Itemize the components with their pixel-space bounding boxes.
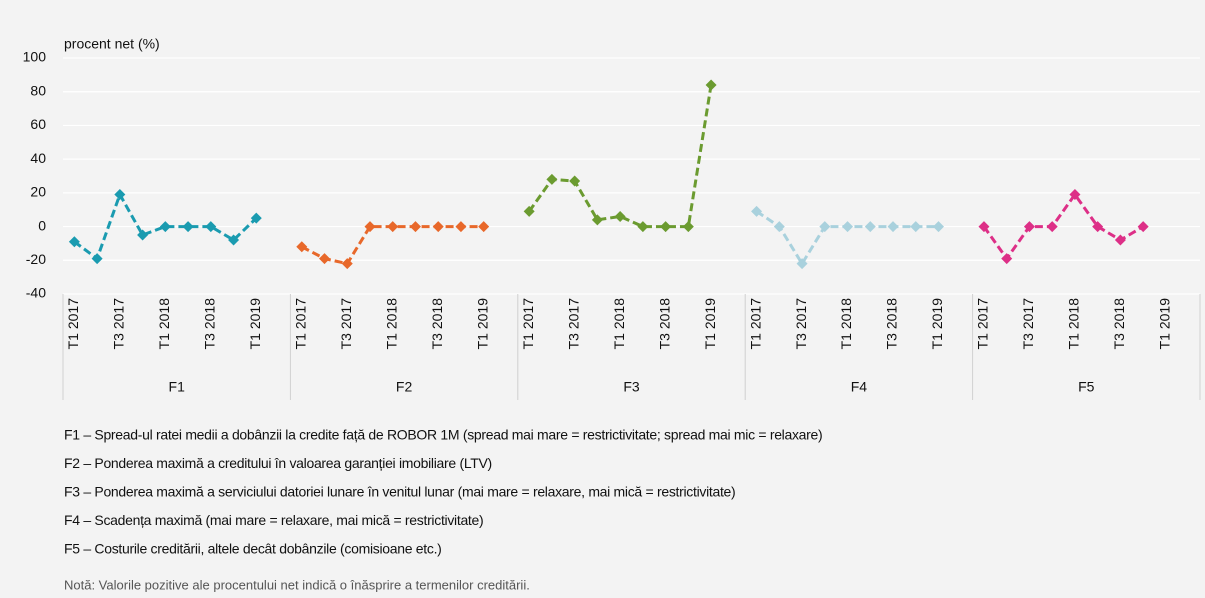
y-tick-label: -20 <box>26 251 46 267</box>
group-label: F5 <box>1078 379 1095 395</box>
group-label: F3 <box>623 379 640 395</box>
x-tick-label: T3 2017 <box>338 298 354 350</box>
marker <box>1137 221 1149 233</box>
x-tick-label: T3 2018 <box>429 298 445 350</box>
marker <box>1092 221 1104 233</box>
marker <box>1023 221 1035 233</box>
description: F1 – Spread-ul ratei medii a dobânzii la… <box>64 427 822 443</box>
y-tick-label: -40 <box>26 285 46 301</box>
marker <box>637 221 649 233</box>
group-label: F2 <box>396 379 413 395</box>
marker <box>682 221 694 233</box>
x-tick-label: T1 2018 <box>611 298 627 350</box>
x-tick-label: T1 2018 <box>1066 298 1082 350</box>
group-label: F1 <box>169 379 186 395</box>
y-tick-label: 40 <box>30 150 46 166</box>
marker <box>250 212 262 224</box>
marker <box>228 234 240 246</box>
marker <box>1114 234 1126 246</box>
marker <box>569 175 581 187</box>
y-tick-label: 60 <box>30 116 46 132</box>
series-line <box>982 191 1144 262</box>
marker <box>159 221 171 233</box>
marker <box>319 253 331 265</box>
marker <box>932 221 944 233</box>
x-tick-label: T1 2019 <box>1157 298 1173 350</box>
marker <box>705 79 717 91</box>
marker <box>387 221 399 233</box>
marker <box>1069 189 1081 201</box>
marker <box>364 221 376 233</box>
marker <box>432 221 444 233</box>
description: F3 – Ponderea maximă a serviciului dator… <box>64 484 735 500</box>
marker <box>114 189 126 201</box>
x-tick-label: T1 2017 <box>520 298 536 350</box>
marker <box>182 221 194 233</box>
y-axis-label: procent net (%) <box>64 36 160 52</box>
y-tick-label: 80 <box>30 82 46 98</box>
x-tick-label: T3 2017 <box>111 298 127 350</box>
x-tick-label: T1 2017 <box>975 298 991 350</box>
x-tick-label: T3 2018 <box>202 298 218 350</box>
marker <box>68 236 80 248</box>
marker <box>1001 253 1013 265</box>
marker <box>660 221 672 233</box>
marker <box>455 221 467 233</box>
marker <box>137 229 149 241</box>
description: F4 – Scadența maximă (mai mare = relaxar… <box>64 512 483 528</box>
marker <box>341 258 353 270</box>
series-line <box>73 190 258 262</box>
x-tick-label: T1 2019 <box>474 298 490 350</box>
marker <box>910 221 922 233</box>
x-tick-label: T1 2019 <box>247 298 263 350</box>
x-tick-label: T1 2017 <box>65 298 81 350</box>
y-tick-label: 100 <box>23 49 47 65</box>
marker <box>409 221 421 233</box>
x-tick-label: T1 2017 <box>747 298 763 350</box>
marker <box>887 221 899 233</box>
note: Notă: Valorile pozitive ale procentului … <box>64 577 530 592</box>
marker <box>842 221 854 233</box>
marker <box>864 221 876 233</box>
x-tick-label: T1 2018 <box>838 298 854 350</box>
description: F5 – Costurile creditării, altele decât … <box>64 541 442 557</box>
x-tick-label: T1 2017 <box>292 298 308 350</box>
group-label: F4 <box>851 379 868 395</box>
series-line <box>527 84 713 229</box>
x-tick-label: T3 2018 <box>1111 298 1127 350</box>
marker <box>296 241 308 253</box>
x-tick-label: T1 2019 <box>929 298 945 350</box>
x-tick-label: T3 2017 <box>793 298 809 350</box>
series-line <box>755 210 939 267</box>
marker <box>591 214 603 226</box>
marker <box>751 205 763 217</box>
marker <box>978 221 990 233</box>
x-tick-label: T3 2017 <box>1020 298 1036 350</box>
y-tick-label: 0 <box>38 217 46 233</box>
marker <box>796 258 808 270</box>
marker <box>523 205 535 217</box>
x-tick-label: T3 2018 <box>884 298 900 350</box>
x-tick-label: T3 2017 <box>565 298 581 350</box>
marker <box>1046 221 1058 233</box>
x-tick-label: T3 2018 <box>656 298 672 350</box>
marker <box>205 221 217 233</box>
x-tick-label: T1 2018 <box>383 298 399 350</box>
x-tick-label: T1 2019 <box>702 298 718 350</box>
x-tick-label: T1 2018 <box>156 298 172 350</box>
marker <box>91 253 103 265</box>
y-tick-label: 20 <box>30 184 46 200</box>
description: F2 – Ponderea maximă a creditului în val… <box>64 455 492 471</box>
marker <box>478 221 490 233</box>
marker <box>546 173 558 185</box>
marker <box>614 210 626 222</box>
marker <box>819 221 831 233</box>
marker <box>773 221 785 233</box>
